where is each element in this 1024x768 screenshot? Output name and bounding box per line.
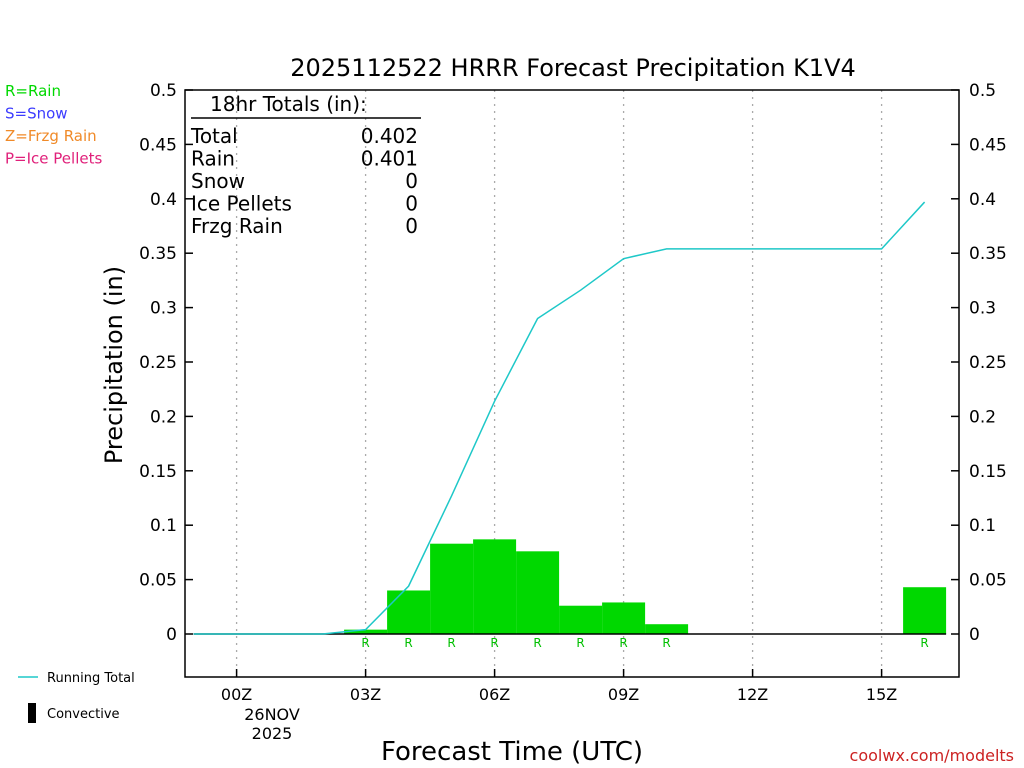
rain-bar [430,543,474,634]
rain-bar [387,590,431,634]
ptype-legend-item: P=Ice Pellets [5,150,102,168]
y-tick-label-right: 0.2 [969,407,996,427]
y-axis-label: Precipitation (in) [100,266,128,464]
credit-text[interactable]: coolwx.com/modelts [850,746,1014,765]
rain-bar [903,587,947,634]
rain-bar [645,624,689,634]
date-label-year: 2025 [252,724,293,743]
totals-row-label: Rain [191,147,235,171]
rain-bar [516,551,560,634]
ptype-marker-label: R [619,636,627,650]
series-legend: Running Total Convective [18,671,135,723]
ptype-marker-label: R [662,636,670,650]
running-total-line [193,201,926,635]
chart-title: 2025112522 HRRR Forecast Precipitation K… [290,54,856,82]
x-axis: 00Z 03Z 06Z 09Z 12Z 15Z [221,669,897,704]
y-tick-label-right: 0.5 [969,81,996,101]
x-tick-label: 15Z [866,685,897,704]
y-tick-label-left: 0.1 [150,516,177,536]
rain-bar [602,602,646,634]
plot-frame [184,89,960,678]
totals-row-value: 0 [405,192,418,216]
totals-row-value: 0 [405,214,418,238]
y-tick-label-left: 0.2 [150,407,177,427]
y-tick-label-left: 0.5 [150,81,177,101]
ptype-legend-item: R=Rain [5,82,61,100]
hourly-bars [193,539,947,635]
running-total-line-group [193,201,926,635]
ptype-marker-label: R [576,636,584,650]
y-tick-label-right: 0 [969,625,980,645]
ptype-marker-label: R [533,636,541,650]
totals-row-label: Snow [191,169,245,193]
date-label-day: 26NOV [244,705,300,724]
y-tick-label-left: 0.35 [139,244,177,264]
ptype-marker-label: R [920,636,928,650]
y-tick-label-left: 0.45 [139,135,177,155]
x-axis-label: Forecast Time (UTC) [381,737,643,767]
rain-bar [473,539,517,634]
totals-header: 18hr Totals (in): [210,92,367,116]
totals-row-label: Frzg Rain [191,214,283,238]
y-axis-left: 0 0.05 0.1 0.15 0.2 0.25 0.3 0.35 0.4 0.45 0.5 [139,81,193,645]
totals-row-value: 0.402 [361,124,418,148]
totals-row-label: Ice Pellets [191,192,292,216]
legend-convective-swatch [28,703,36,723]
rain-bar [344,629,388,634]
totals-row-label: Total [190,124,238,148]
y-tick-label-left: 0.25 [139,353,177,373]
ptype-marker-label: R [404,636,412,650]
rain-bar [559,605,603,634]
y-tick-label-right: 0.35 [969,244,1007,264]
x-tick-label: 00Z [221,685,252,704]
y-tick-label-left: 0.15 [139,462,177,482]
legend-convective-label: Convective [47,707,120,722]
ptype-marker-label: R [361,636,369,650]
y-tick-label-left: 0.4 [150,190,177,210]
y-tick-label-right: 0.45 [969,135,1007,155]
y-axis-right: 0 0.05 0.1 0.15 0.2 0.25 0.3 0.35 0.4 0.45 0.5 [951,81,1007,645]
totals-box: 18hr Totals (in): Total 0.402 Rain 0.401 Sno… [190,92,421,238]
ptype-legend-item: Z=Frzg Rain [5,127,97,145]
y-tick-label-right: 0.4 [969,190,996,210]
totals-row-value: 0 [405,169,418,193]
ptype-legend: R=Rain S=Snow Z=Frzg Rain P=Ice Pellets [5,82,102,168]
totals-row-value: 0.401 [361,147,418,171]
ptype-legend-item: S=Snow [5,105,68,123]
y-tick-label-right: 0.15 [969,462,1007,482]
ptype-marker-label: R [490,636,498,650]
x-tick-label: 09Z [608,685,639,704]
y-tick-label-right: 0.3 [969,299,996,319]
x-tick-label: 03Z [350,685,381,704]
y-tick-label-left: 0.3 [150,299,177,319]
y-tick-label-right: 0.25 [969,353,1007,373]
legend-running-total-label: Running Total [47,671,135,686]
x-tick-label: 12Z [737,685,768,704]
y-tick-label-left: 0.05 [139,571,177,591]
y-tick-label-right: 0.1 [969,516,996,536]
y-tick-label-left: 0 [166,625,177,645]
x-tick-label: 06Z [479,685,510,704]
y-tick-label-right: 0.05 [969,571,1007,591]
ptype-marker-label: R [447,636,455,650]
